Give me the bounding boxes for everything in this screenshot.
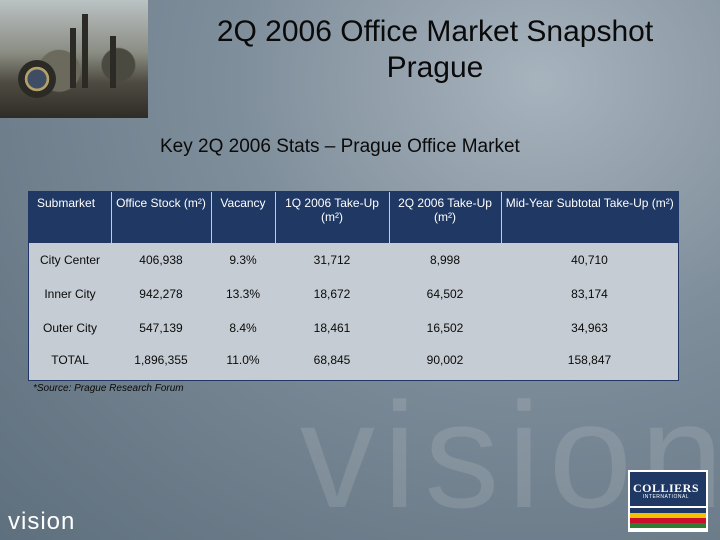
logo-tagline-text: INTERNATIONAL bbox=[642, 494, 690, 500]
header-vacancy: Vacancy bbox=[211, 192, 276, 243]
cell-2q-take-up: 90,002 bbox=[426, 353, 464, 367]
footer-vision-text: vision bbox=[8, 508, 76, 535]
table-header-row: Submarket Office Stock (m²) Vacancy 1Q 2… bbox=[29, 192, 678, 243]
stats-table-container: Submarket Office Stock (m²) Vacancy 1Q 2… bbox=[28, 191, 679, 381]
cell-2q-take-up: 8,998 bbox=[429, 253, 461, 267]
header-1q-take-up: 1Q 2006 Take-Up (m²) bbox=[275, 192, 390, 243]
cell-office-stock: 406,938 bbox=[139, 253, 183, 267]
source-note: *Source: Prague Research Forum bbox=[33, 383, 184, 394]
cell-2q-take-up: 16,502 bbox=[426, 321, 464, 335]
cell-1q-take-up: 68,845 bbox=[313, 353, 351, 367]
header-office-stock: Office Stock (m²) bbox=[111, 192, 212, 243]
cell-vacancy: 13.3% bbox=[225, 287, 261, 301]
cell-submarket: TOTAL bbox=[51, 353, 89, 367]
stats-table: Submarket Office Stock (m²) Vacancy 1Q 2… bbox=[29, 192, 678, 394]
cell-mid-year-take-up: 158,847 bbox=[567, 353, 612, 367]
table-row: City Center 406,938 9.3% 31,712 8,998 40… bbox=[29, 243, 678, 277]
table-row-total: TOTAL 1,896,355 11.0% 68,845 90,002 158,… bbox=[29, 345, 678, 394]
cell-office-stock: 547,139 bbox=[139, 321, 183, 335]
title-line-1: 2Q 2006 Office Market Snapshot bbox=[216, 15, 654, 48]
title-line-2: Prague bbox=[386, 51, 484, 84]
cell-submarket: Inner City bbox=[44, 287, 96, 301]
header-2q-take-up: 2Q 2006 Take-Up (m²) bbox=[389, 192, 502, 243]
spire-shape bbox=[70, 28, 76, 88]
slide-subtitle: Key 2Q 2006 Stats – Prague Office Market bbox=[160, 136, 520, 157]
slide-title: 2Q 2006 Office Market Snapshot Prague bbox=[150, 14, 720, 86]
prague-photo bbox=[0, 0, 148, 118]
cell-mid-year-take-up: 83,174 bbox=[571, 287, 608, 301]
cell-1q-take-up: 18,672 bbox=[313, 287, 351, 301]
logo-stripe bbox=[630, 523, 706, 528]
logo-brand-text: COLLIERS bbox=[632, 481, 700, 495]
cell-1q-take-up: 31,712 bbox=[313, 253, 351, 267]
table-row: Outer City 547,139 8.4% 18,461 16,502 34… bbox=[29, 311, 678, 345]
cell-vacancy: 11.0% bbox=[226, 353, 260, 367]
cell-submarket: City Center bbox=[39, 253, 101, 267]
astronomical-clock-shape bbox=[18, 60, 56, 98]
cell-office-stock: 1,896,355 bbox=[134, 353, 188, 367]
cell-submarket: Outer City bbox=[42, 321, 97, 335]
cell-mid-year-take-up: 40,710 bbox=[571, 253, 608, 267]
header-mid-year-take-up: Mid-Year Subtotal Take-Up (m²) bbox=[501, 192, 678, 243]
cell-vacancy: 9.3% bbox=[229, 253, 257, 267]
colliers-logo: COLLIERS INTERNATIONAL bbox=[628, 470, 708, 532]
spire-shape bbox=[82, 14, 88, 88]
cell-vacancy: 8.4% bbox=[229, 321, 257, 335]
logo-stripe bbox=[630, 508, 706, 513]
logo-stripe bbox=[630, 513, 706, 518]
table-row: Inner City 942,278 13.3% 18,672 64,502 8… bbox=[29, 277, 678, 311]
cell-office-stock: 942,278 bbox=[139, 287, 183, 301]
logo-stripe bbox=[630, 518, 706, 523]
cell-mid-year-take-up: 34,963 bbox=[571, 321, 608, 335]
spire-shape bbox=[110, 36, 116, 88]
cell-2q-take-up: 64,502 bbox=[426, 287, 464, 301]
logo-navy-block bbox=[630, 472, 706, 506]
cell-1q-take-up: 18,461 bbox=[313, 321, 351, 335]
header-submarket: Submarket bbox=[29, 192, 112, 243]
